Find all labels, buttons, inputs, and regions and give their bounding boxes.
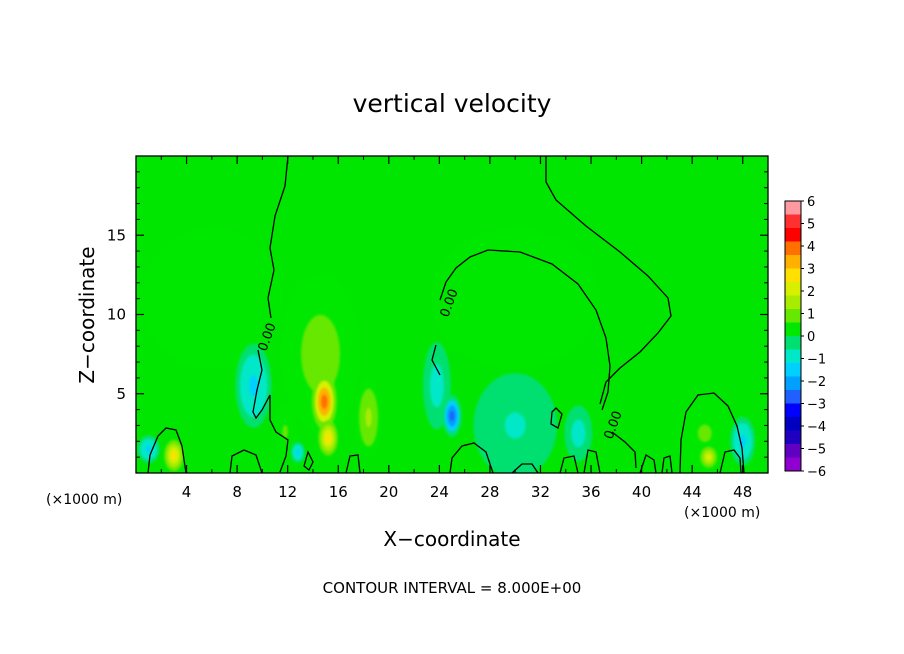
value-region <box>697 424 712 443</box>
value-region <box>433 374 441 397</box>
colorbar-swatch <box>785 444 801 458</box>
plot-area: 0.00 0.00 0.00 <box>136 156 768 473</box>
colorbar-tick-label: 2 <box>807 285 815 300</box>
colorbar-swatch <box>785 376 801 391</box>
colorbar-swatch <box>785 349 801 364</box>
x-tick-label: 36 <box>581 483 600 501</box>
x-tick-label: 12 <box>278 483 297 501</box>
x-axis-label: X−coordinate <box>383 527 520 551</box>
zero-contour-lines <box>147 156 745 473</box>
x-unit-label-right: (×1000 m) <box>684 505 760 521</box>
colorbar-swatch <box>785 363 801 377</box>
value-region <box>449 410 455 422</box>
value-region <box>365 407 372 428</box>
contour-interval-footer: CONTOUR INTERVAL = 8.000E+00 <box>323 579 582 597</box>
value-region <box>574 426 582 441</box>
x-tick-label: 48 <box>733 483 752 501</box>
value-region <box>705 453 712 461</box>
x-tick-label: 32 <box>531 483 550 501</box>
colorbar-tick-label: 0 <box>807 330 815 345</box>
colorbar-swatch <box>785 457 801 472</box>
colorbar-tick-label: 4 <box>807 240 815 255</box>
colorbar-tick-label: 5 <box>807 218 815 233</box>
x-axis: 4 8 12 16 20 24 28 32 36 40 44 48 <box>160 156 752 501</box>
colorbar-swatch <box>785 430 801 445</box>
colorbar-swatch <box>785 201 801 215</box>
value-region <box>325 433 331 443</box>
x-tick-label: 24 <box>430 483 449 501</box>
x-tick-label: 20 <box>379 483 398 501</box>
value-region <box>321 394 328 409</box>
value-region <box>310 334 331 374</box>
colorbar-swatch <box>785 214 801 229</box>
x-tick-label: 4 <box>182 483 192 501</box>
value-region <box>145 445 152 453</box>
colorbar-tick-label: −5 <box>807 443 826 458</box>
value-region <box>194 281 230 317</box>
colorbar: 6 5 4 3 2 1 0 −1 −2 −3 −4 −5 −6 <box>784 195 826 480</box>
colorbar-tick-label: 1 <box>807 308 815 323</box>
colorbar-swatch <box>785 282 801 296</box>
value-region <box>296 449 300 456</box>
colorbar-swatch <box>785 268 801 283</box>
colorbar-tick-label: −3 <box>807 398 826 413</box>
chart-title: vertical velocity <box>353 89 552 118</box>
colorbar-swatch <box>785 417 801 431</box>
x-tick-label: 16 <box>329 483 348 501</box>
y-tick-label: 15 <box>107 226 126 244</box>
x-tick-label: 8 <box>232 483 242 501</box>
value-region <box>249 375 259 397</box>
x-tick-label: 40 <box>632 483 651 501</box>
colorbar-swatch <box>785 295 801 310</box>
colorbar-swatch <box>785 390 801 404</box>
y-tick-label: 10 <box>107 306 126 324</box>
colorbar-tick-label: −1 <box>807 353 826 368</box>
colorbar-tick-label: −6 <box>807 465 826 480</box>
colorbar-swatch <box>785 241 801 256</box>
x-tick-label: 28 <box>480 483 499 501</box>
y-axis-label: Z−coordinate <box>75 246 99 383</box>
colorbar-tick-label: 3 <box>807 263 815 278</box>
colorbar-swatch <box>785 403 801 418</box>
x-tick-label: 44 <box>683 483 702 501</box>
value-region <box>171 451 177 460</box>
colorbar-swatch <box>785 309 801 323</box>
value-region <box>282 425 288 439</box>
colorbar-tick-label: 6 <box>807 195 815 210</box>
colorbar-swatch <box>785 336 801 350</box>
colorbar-swatch <box>785 322 801 337</box>
value-region <box>504 412 526 439</box>
colorbar-tick-label: −2 <box>807 375 826 390</box>
y-axis: 5 10 15 <box>107 171 768 458</box>
y-tick-label: 5 <box>116 385 126 403</box>
colorbar-swatch <box>785 255 801 269</box>
colorbar-swatch <box>785 228 801 242</box>
x-unit-label-left: (×1000 m) <box>46 492 122 508</box>
colorbar-tick-label: −4 <box>807 420 826 435</box>
value-region <box>494 281 537 317</box>
